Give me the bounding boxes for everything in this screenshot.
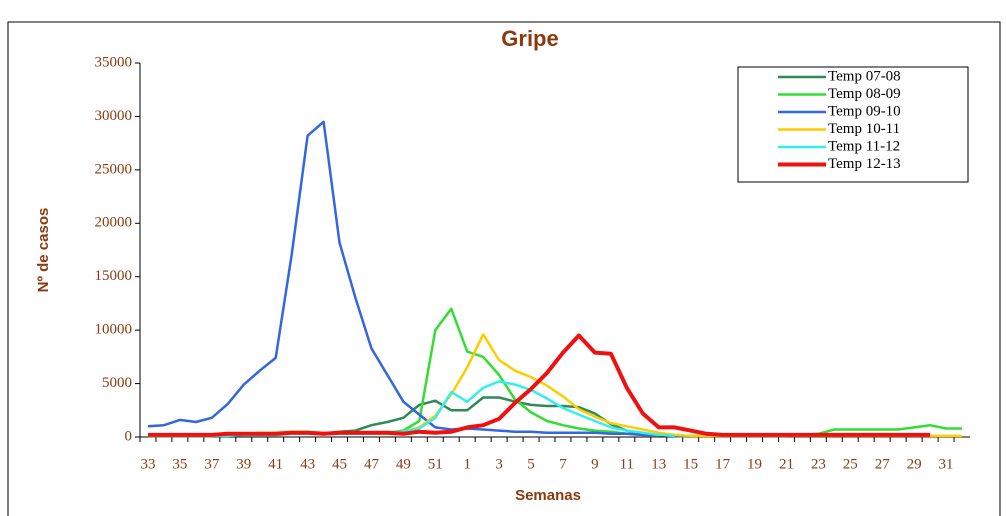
x-tick-label: 9 [591, 456, 599, 472]
x-tick-label: 5 [527, 456, 535, 472]
x-tick-label: 25 [843, 456, 858, 472]
x-axis-title: Semanas [515, 487, 581, 504]
x-tick-label: 49 [396, 456, 411, 472]
legend-label: Temp 11-12 [828, 138, 900, 154]
y-tick-label: 5000 [102, 375, 132, 391]
x-tick-label: 51 [428, 456, 443, 472]
y-axis-title: Nº de casos [35, 208, 52, 293]
x-tick-label: 19 [747, 456, 762, 472]
legend-box [737, 66, 969, 183]
legend-label: Temp 10-11 [828, 121, 900, 137]
y-tick-label: 25000 [95, 161, 133, 177]
legend-label: Temp 09-10 [828, 103, 901, 119]
x-tick-label: 29 [907, 456, 922, 472]
y-tick-label: 15000 [95, 268, 133, 284]
x-tick-label: 37 [204, 456, 220, 472]
y-tick-label: 20000 [95, 215, 133, 231]
y-tick-label: 0 [125, 428, 133, 444]
legend-label: Temp 08-09 [828, 86, 901, 102]
x-tick-label: 43 [300, 456, 315, 472]
x-tick-label: 21 [779, 456, 794, 472]
y-tick-label: 30000 [95, 108, 133, 124]
x-tick-label: 27 [875, 456, 891, 472]
x-tick-label: 47 [364, 456, 380, 472]
series-line [147, 120, 691, 438]
x-tick-label: 3 [495, 456, 503, 472]
series-line [148, 333, 931, 437]
x-tick-label: 35 [172, 456, 187, 472]
x-tick-label: 33 [140, 456, 155, 472]
x-tick-label: 13 [651, 456, 666, 472]
legend-label: Temp 12-13 [828, 156, 901, 172]
x-tick-label: 45 [332, 456, 347, 472]
x-tick-label: 39 [236, 456, 251, 472]
x-tick-label: 15 [683, 456, 698, 472]
x-tick-label: 7 [559, 456, 567, 472]
chart-title: Gripe [501, 26, 558, 51]
x-tick-label: 31 [939, 456, 954, 472]
x-tick-label: 11 [620, 456, 634, 472]
x-tick-label: 17 [715, 456, 731, 472]
legend-label: Temp 07-08 [828, 68, 901, 84]
y-tick-label: 10000 [95, 322, 133, 338]
x-tick-label: 1 [463, 456, 471, 472]
x-tick-label: 23 [811, 456, 826, 472]
y-tick-label: 35000 [95, 54, 133, 70]
x-tick-label: 41 [268, 456, 283, 472]
